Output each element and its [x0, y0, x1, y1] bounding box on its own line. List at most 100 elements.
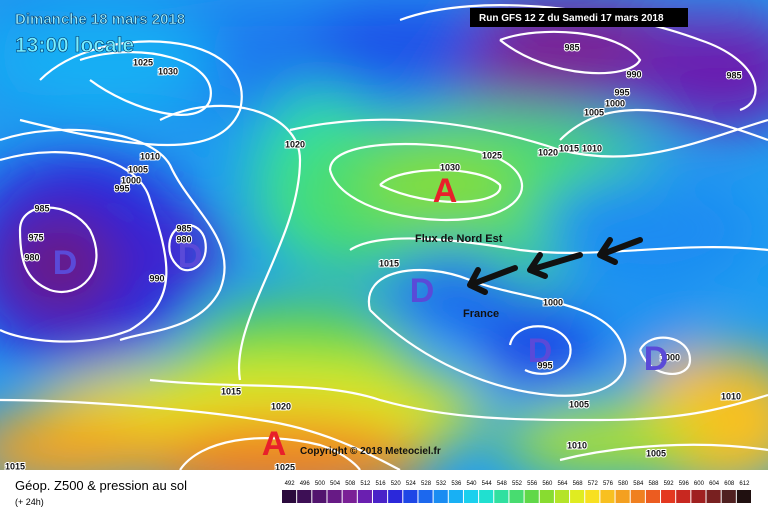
legend-label: 600	[694, 481, 705, 487]
flow-arrows	[467, 237, 643, 295]
pressure-label: 1025	[482, 150, 502, 160]
legend-label: 592	[664, 481, 675, 487]
legend-label: 516	[376, 481, 387, 487]
legend-swatch	[721, 490, 736, 503]
legend-swatch	[524, 490, 539, 503]
low-center: D	[410, 272, 435, 310]
legend-swatch	[494, 490, 509, 503]
color-legend: 492 496 500 504 508 512 516 520 524 528 532 536 540 5…	[282, 481, 751, 503]
legend-label: 608	[724, 481, 735, 487]
legend-label: 500	[315, 481, 326, 487]
legend-label: 504	[330, 481, 341, 487]
caption-subtitle: (+ 24h)	[15, 497, 44, 507]
legend-swatch	[463, 490, 479, 503]
pressure-label: 1005	[646, 448, 666, 458]
legend-label: 604	[709, 481, 720, 487]
legend-label: 532	[436, 481, 447, 487]
pressure-label: 980	[176, 234, 191, 244]
legend-swatch	[282, 490, 297, 503]
pressure-label: 1010	[721, 391, 741, 401]
legend-label: 612	[739, 481, 750, 487]
legend-swatch	[479, 490, 494, 503]
legend-swatch	[372, 490, 388, 503]
legend-label: 572	[588, 481, 599, 487]
pressure-label: 995	[114, 183, 129, 193]
legend-swatch	[600, 490, 615, 503]
run-label: Run GFS 12 Z du Samedi 17 mars 2018	[479, 13, 664, 24]
pressure-label: 1015	[379, 258, 399, 268]
caption-title: Géop. Z500 & pression au sol	[15, 478, 187, 493]
legend-swatch	[645, 490, 661, 503]
legend-swatch	[585, 490, 600, 503]
pressure-label: 1000	[605, 98, 625, 108]
legend-label: 580	[618, 481, 629, 487]
legend-swatch	[676, 490, 691, 503]
pressure-label: 985	[564, 42, 579, 52]
pressure-label: 1005	[584, 107, 604, 117]
pressure-label: 990	[626, 69, 641, 79]
pressure-label: 1000	[660, 352, 680, 362]
legend-swatch	[691, 490, 706, 503]
pressure-label: 995	[537, 360, 552, 370]
legend-label: 492	[285, 481, 296, 487]
pressure-label: 1015	[221, 386, 241, 396]
run-box	[470, 8, 688, 27]
legend-swatch	[554, 490, 570, 503]
high-center: A	[262, 425, 287, 463]
legend-label: 512	[360, 481, 371, 487]
legend-swatch	[736, 490, 751, 503]
pressure-centers: A D D D D D A	[53, 172, 669, 463]
country-label: France	[463, 308, 499, 320]
isobars	[0, 4, 768, 470]
pressure-labels: 1030102510201010100510009959859759809859…	[4, 41, 743, 473]
flow-annotation: Flux de Nord Est	[415, 233, 503, 245]
legend-swatch	[539, 490, 554, 503]
legend-swatch	[630, 490, 645, 503]
pressure-label: 1015	[559, 143, 579, 153]
legend-label: 548	[497, 481, 508, 487]
legend-swatch	[706, 490, 721, 503]
legend-label: 524	[406, 481, 417, 487]
copyright: Copyright © 2018 Meteociel.fr	[300, 446, 441, 457]
pressure-label: 1025	[133, 57, 153, 67]
legend-label: 584	[633, 481, 644, 487]
legend-label: 536	[451, 481, 462, 487]
legend-swatch	[433, 490, 448, 503]
legend-label: 544	[482, 481, 493, 487]
legend-swatch	[312, 490, 327, 503]
low-center: D	[53, 244, 78, 282]
low-center: D	[528, 332, 553, 370]
legend-swatch	[403, 490, 418, 503]
pressure-label: 975	[28, 232, 43, 242]
pressure-label: 995	[614, 87, 629, 97]
low-center: D	[644, 340, 669, 378]
low-center: D	[178, 237, 203, 275]
high-center: A	[433, 172, 458, 210]
legend-label: 568	[573, 481, 584, 487]
pressure-label: 985	[726, 70, 741, 80]
pressure-label: 1020	[285, 139, 305, 149]
legend-swatch	[297, 490, 312, 503]
legend-label: 560	[542, 481, 553, 487]
pressure-label: 980	[24, 252, 39, 262]
legend-label: 496	[300, 481, 311, 487]
legend-label: 508	[345, 481, 356, 487]
pressure-label: 985	[34, 203, 49, 213]
legend-swatch	[570, 490, 585, 503]
pressure-label: 1000	[121, 175, 141, 185]
legend-label: 520	[391, 481, 402, 487]
date-label: Dimanche 18 mars 2018	[15, 11, 185, 28]
pressure-label: 1010	[140, 151, 160, 161]
legend-label: 596	[679, 481, 690, 487]
pressure-label: 990	[149, 273, 164, 283]
pressure-label: 1000	[543, 297, 563, 307]
time-label: 13:00 locale	[15, 34, 134, 57]
pressure-label: 1030	[158, 66, 178, 76]
pressure-label: 1020	[271, 401, 291, 411]
legend-label: 540	[467, 481, 478, 487]
legend-swatch	[388, 490, 403, 503]
pressure-label: 1030	[440, 162, 460, 172]
legend-swatch	[418, 490, 433, 503]
pressure-label: 985	[176, 223, 191, 233]
